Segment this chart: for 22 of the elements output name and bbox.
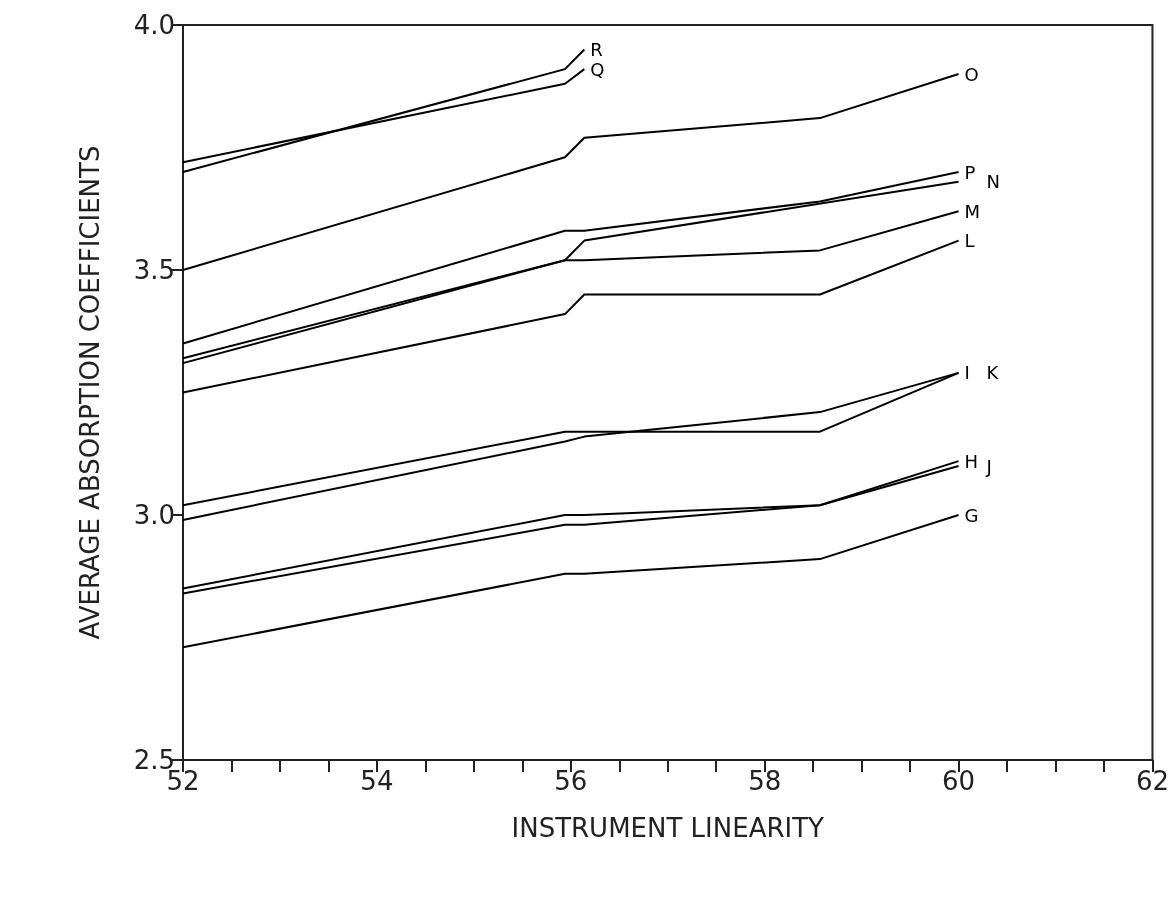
series-label: Q	[590, 58, 605, 80]
series-label: O	[964, 63, 979, 85]
x-tick-label: 62	[1135, 766, 1169, 796]
series-label: M	[964, 200, 981, 222]
x-tick-label: 56	[554, 766, 588, 796]
x-tick-label: 60	[942, 766, 976, 796]
series-label: P	[964, 161, 976, 183]
series-label: J	[985, 455, 992, 477]
series-label: K	[986, 362, 1000, 384]
series-label: I	[964, 362, 970, 384]
x-tick-label: 54	[360, 766, 394, 796]
x-axis-title: INSTRUMENT LINEARITY	[511, 813, 825, 843]
y-tick-label: 4.0	[133, 10, 175, 40]
series-label: L	[964, 230, 975, 252]
y-tick-label: 3.0	[133, 500, 175, 530]
x-tick-label: 58	[748, 766, 782, 796]
y-axis-title: AVERAGE ABSORPTION COEFFICIENTS	[75, 145, 105, 640]
series-label: R	[590, 39, 603, 60]
series-label: H	[964, 450, 979, 472]
y-tick-label: 3.5	[133, 255, 175, 285]
series-label: N	[986, 171, 1001, 193]
series-label: G	[964, 504, 979, 526]
